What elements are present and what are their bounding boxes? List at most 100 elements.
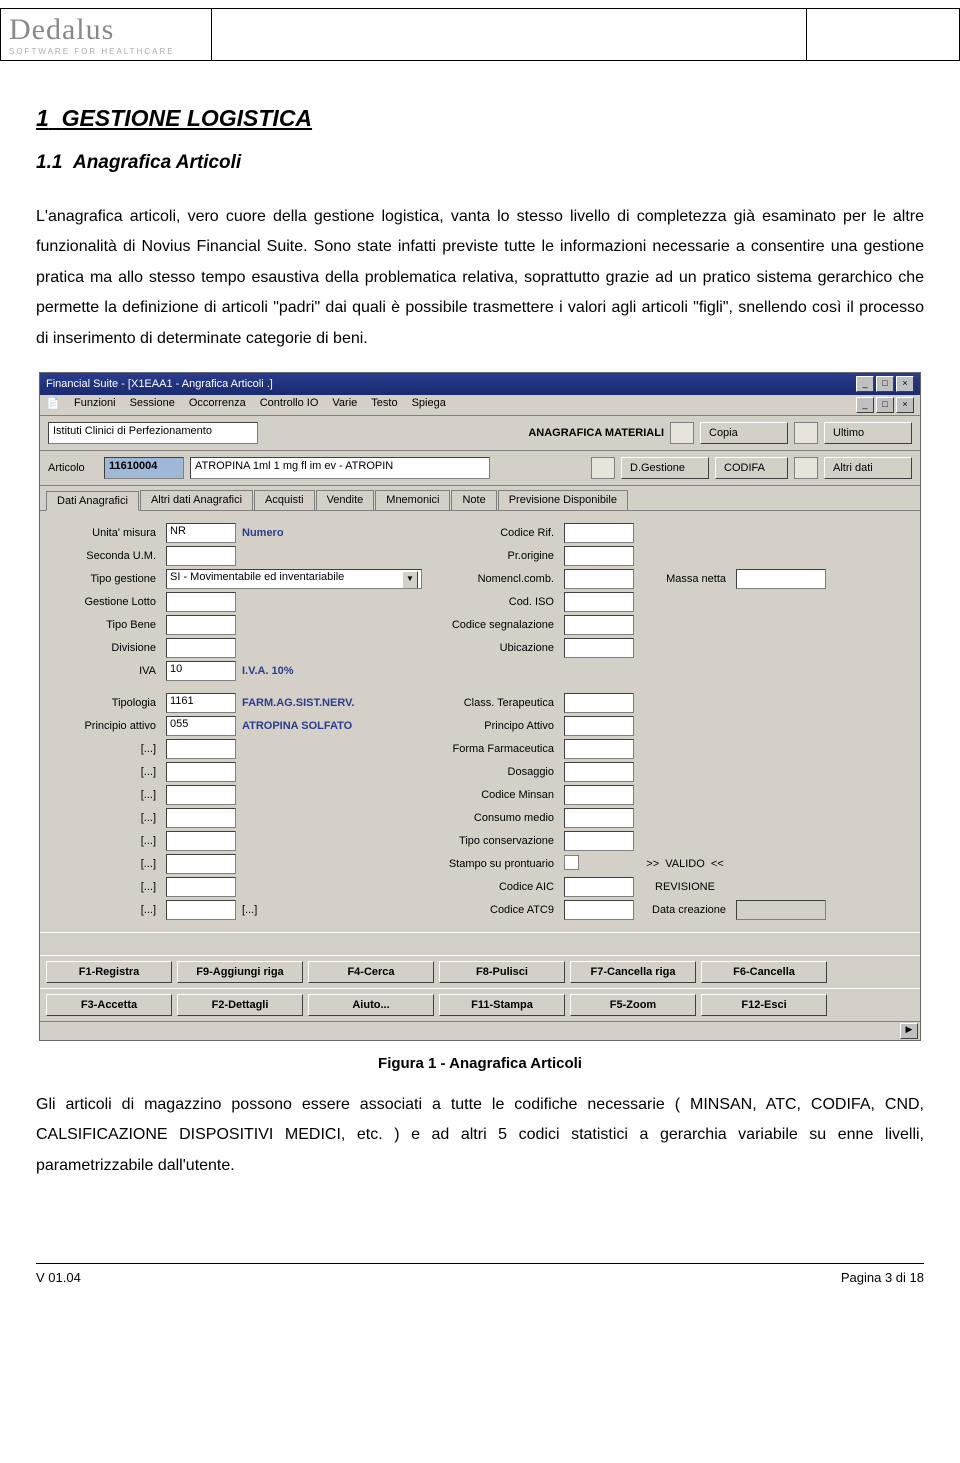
altridati-button[interactable]: Altri dati: [824, 457, 912, 479]
dots-label: [...]: [242, 904, 422, 916]
gestione-lotto-label: Gestione Lotto: [50, 596, 160, 608]
tipo-gestione-label: Tipo gestione: [50, 573, 160, 585]
aiuto-button[interactable]: Aiuto...: [308, 994, 434, 1016]
tab-altri-dati[interactable]: Altri dati Anagrafici: [140, 490, 253, 510]
gen-field-3[interactable]: [166, 785, 236, 805]
articolo-desc[interactable]: ATROPINA 1ml 1 mg fl im ev - ATROPIN: [190, 457, 490, 479]
tabs: Dati Anagrafici Altri dati Anagrafici Ac…: [40, 486, 920, 510]
menu-item[interactable]: Spiega: [412, 397, 446, 413]
gen-field-2[interactable]: [166, 762, 236, 782]
f1-button[interactable]: F1-Registra: [46, 961, 172, 983]
iva-label: IVA: [50, 665, 160, 677]
copia-button[interactable]: Copia: [700, 422, 788, 444]
f5-button[interactable]: F5-Zoom: [570, 994, 696, 1016]
scroll-right-icon[interactable]: ▶: [900, 1023, 918, 1039]
f4-button[interactable]: F4-Cerca: [308, 961, 434, 983]
codifa-button[interactable]: CODIFA: [715, 457, 788, 479]
tipo-cons-field[interactable]: [564, 831, 634, 851]
f6-button[interactable]: F6-Cancella: [701, 961, 827, 983]
articolo-code[interactable]: 11610004: [104, 457, 184, 479]
f7-button[interactable]: F7-Cancella riga: [570, 961, 696, 983]
dgestione-button[interactable]: D.Gestione: [621, 457, 709, 479]
maximize-button[interactable]: □: [876, 376, 894, 392]
f9-button[interactable]: F9-Aggiungi riga: [177, 961, 303, 983]
gen-field-4[interactable]: [166, 808, 236, 828]
gen-field-8[interactable]: [166, 900, 236, 920]
divisione-field[interactable]: [166, 638, 236, 658]
ultimo-button[interactable]: Ultimo: [824, 422, 912, 444]
gen-field-5[interactable]: [166, 831, 236, 851]
cod-iso-label: Cod. ISO: [428, 596, 558, 608]
data-creazione-label: Data creazione: [640, 904, 730, 916]
minimize-button[interactable]: _: [856, 376, 874, 392]
codice-atc9-label: Codice ATC9: [428, 904, 558, 916]
form-title: ANAGRAFICA MATERIALI: [528, 427, 664, 439]
cod-iso-field[interactable]: [564, 592, 634, 612]
menu-item[interactable]: Testo: [371, 397, 397, 413]
menu-item[interactable]: Varie: [332, 397, 357, 413]
f8-button[interactable]: F8-Pulisci: [439, 961, 565, 983]
menu-item[interactable]: Occorrenza: [189, 397, 246, 413]
seconda-um-field[interactable]: [166, 546, 236, 566]
dgestione-icon: [591, 457, 615, 479]
f2-button[interactable]: F2-Dettagli: [177, 994, 303, 1016]
principo-att-field[interactable]: [564, 716, 634, 736]
child-close-button[interactable]: ×: [896, 397, 914, 413]
codice-aic-field[interactable]: [564, 877, 634, 897]
consumo-medio-field[interactable]: [564, 808, 634, 828]
child-minimize-button[interactable]: _: [856, 397, 874, 413]
tab-vendite[interactable]: Vendite: [316, 490, 375, 510]
stampo-checkbox[interactable]: [564, 855, 579, 870]
dosaggio-field[interactable]: [564, 762, 634, 782]
dots-label: [...]: [50, 743, 160, 755]
gen-field-6[interactable]: [166, 854, 236, 874]
tab-acquisti[interactable]: Acquisti: [254, 490, 315, 510]
class-terap-field[interactable]: [564, 693, 634, 713]
copy-icon: [670, 422, 694, 444]
f12-button[interactable]: F12-Esci: [701, 994, 827, 1016]
org-field: Istituti Clinici di Perfezionamento: [48, 422, 258, 444]
codice-rif-field[interactable]: [564, 523, 634, 543]
forma-farm-field[interactable]: [564, 739, 634, 759]
tipo-bene-field[interactable]: [166, 615, 236, 635]
dropdown-icon[interactable]: ▼: [402, 571, 418, 589]
gen-field-1[interactable]: [166, 739, 236, 759]
altridati-icon: [794, 457, 818, 479]
codice-segn-field[interactable]: [564, 615, 634, 635]
menu-item[interactable]: Sessione: [130, 397, 175, 413]
gestione-lotto-field[interactable]: [166, 592, 236, 612]
tipologia-label: Tipologia: [50, 697, 160, 709]
tipo-bene-label: Tipo Bene: [50, 619, 160, 631]
logo-tagline: SOFTWARE FOR HEALTHCARE: [9, 47, 203, 56]
principio-attivo-label: Principio attivo: [50, 720, 160, 732]
unita-misura-label: Unita' misura: [50, 527, 160, 539]
ubicazione-field[interactable]: [564, 638, 634, 658]
nomencl-label: Nomencl.comb.: [428, 573, 558, 585]
iva-code[interactable]: 10: [166, 661, 236, 681]
f3-button[interactable]: F3-Accetta: [46, 994, 172, 1016]
pr-origine-field[interactable]: [564, 546, 634, 566]
massa-netta-field[interactable]: [736, 569, 826, 589]
tipo-gestione-field[interactable]: SI - Movimentabile ed inventariabile: [170, 571, 402, 587]
ubicazione-label: Ubicazione: [428, 642, 558, 654]
subsection-heading: 1.1 Anagrafica Articoli: [36, 152, 924, 174]
menu-item[interactable]: Funzioni: [74, 397, 116, 413]
divisione-label: Divisione: [50, 642, 160, 654]
logo-name: Dedalus: [9, 13, 203, 47]
principio-attivo-code[interactable]: 055: [166, 716, 236, 736]
gen-field-7[interactable]: [166, 877, 236, 897]
f11-button[interactable]: F11-Stampa: [439, 994, 565, 1016]
codice-atc9-field[interactable]: [564, 900, 634, 920]
unita-misura-code[interactable]: NR: [166, 523, 236, 543]
nomencl-field[interactable]: [564, 569, 634, 589]
close-button[interactable]: ×: [896, 376, 914, 392]
tipologia-code[interactable]: 1161: [166, 693, 236, 713]
tab-previsione[interactable]: Previsione Disponibile: [498, 490, 628, 510]
seconda-um-label: Seconda U.M.: [50, 550, 160, 562]
tab-mnemonici[interactable]: Mnemonici: [375, 490, 450, 510]
tab-note[interactable]: Note: [451, 490, 496, 510]
child-maximize-button[interactable]: □: [876, 397, 894, 413]
codice-minsan-field[interactable]: [564, 785, 634, 805]
tab-dati-anagrafici[interactable]: Dati Anagrafici: [46, 491, 139, 511]
menu-item[interactable]: Controllo IO: [260, 397, 319, 413]
